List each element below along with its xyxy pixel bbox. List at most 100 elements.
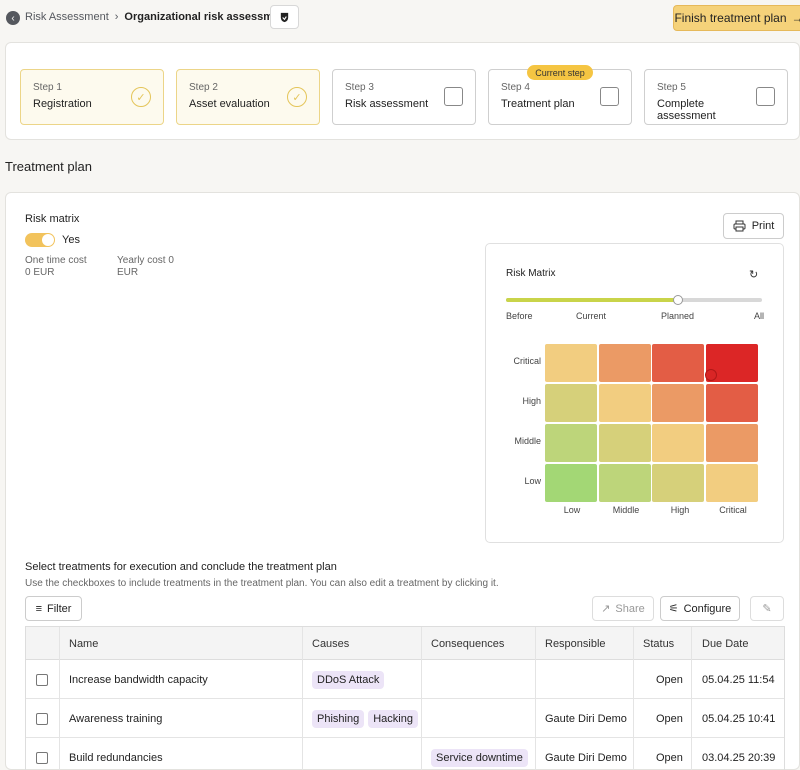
matrix-cell[interactable] xyxy=(598,464,651,502)
share-button[interactable]: ↗ Share xyxy=(592,596,654,621)
row-checkbox-cell xyxy=(36,660,48,699)
treatments-subtitle: Use the checkboxes to include treatments… xyxy=(25,578,499,589)
step-checkbox xyxy=(444,87,463,106)
step-number: Step 4 xyxy=(501,82,530,93)
slider-label-planned[interactable]: Planned xyxy=(661,311,695,321)
matrix-col-label: Low xyxy=(563,505,581,515)
cause-chip: Phishing xyxy=(312,709,365,728)
one-time-cost-label: One time cost xyxy=(25,255,87,266)
one-time-cost-value: 0 EUR xyxy=(25,267,55,278)
column-header-responsible[interactable]: Responsible xyxy=(545,638,606,650)
step-checkbox xyxy=(600,87,619,106)
step-3[interactable]: Step 3 Risk assessment xyxy=(332,69,476,125)
toggle-value: Yes xyxy=(62,234,80,246)
edit-icon: ✎ xyxy=(762,603,772,615)
back-icon[interactable]: ‹ xyxy=(6,11,20,25)
matrix-cell[interactable] xyxy=(652,464,704,502)
breadcrumb-parent[interactable]: Risk Assessment xyxy=(25,11,109,23)
matrix-row-label: Low xyxy=(524,476,541,486)
risk-matrix-label: Risk matrix xyxy=(25,213,80,225)
slider-label-current[interactable]: Current xyxy=(576,311,607,321)
due-date-cell: 03.04.25 20:39 xyxy=(702,751,776,764)
filter-label: Filter xyxy=(46,602,72,615)
configure-button[interactable]: ⚟ Configure xyxy=(660,596,740,621)
matrix-cell[interactable] xyxy=(545,384,597,422)
responsible-cell: Gaute Diri Demo xyxy=(545,751,627,764)
matrix-slider-track[interactable] xyxy=(506,298,762,302)
arrow-right-icon: → xyxy=(791,11,800,25)
status-cell: Open xyxy=(656,673,683,686)
column-header-status[interactable]: Status xyxy=(643,638,675,650)
one-time-cost: One time cost 0 EUR xyxy=(25,255,87,279)
causes-cell: DDoS Attack xyxy=(312,660,388,699)
column-header-due-date[interactable]: Due Date xyxy=(702,638,749,650)
matrix-col-label: Critical xyxy=(719,505,747,515)
matrix-cell[interactable] xyxy=(652,344,704,382)
slider-label-before[interactable]: Before xyxy=(506,311,533,321)
sliders-icon: ⚟ xyxy=(668,603,679,615)
matrix-col-label: High xyxy=(670,505,690,515)
matrix-cell[interactable] xyxy=(705,424,758,462)
treatment-name: Awareness training xyxy=(69,712,163,725)
column-header-causes[interactable]: Causes xyxy=(312,638,350,650)
print-label: Print xyxy=(751,220,775,232)
column-header-consequences[interactable]: Consequences xyxy=(431,638,505,650)
step-1[interactable]: Step 1 Registration ✓ xyxy=(20,69,164,125)
due-date-cell: 05.04.25 10:41 xyxy=(702,712,776,725)
matrix-cell[interactable] xyxy=(545,464,597,502)
share-label: Share xyxy=(615,602,645,615)
shield-icon xyxy=(280,12,289,22)
matrix-cell[interactable] xyxy=(598,424,651,462)
edit-button[interactable]: ✎ xyxy=(750,596,784,621)
step-5[interactable]: Step 5 Complete assessment xyxy=(644,69,788,125)
matrix-cell[interactable] xyxy=(652,424,704,462)
filter-icon: ≡ xyxy=(35,602,42,615)
yearly-cost-label: Yearly cost 0 xyxy=(117,255,174,266)
print-button[interactable]: Print xyxy=(723,213,784,239)
matrix-row-label: High xyxy=(522,396,541,406)
step-title: Registration xyxy=(33,98,92,110)
matrix-cell[interactable] xyxy=(545,344,597,382)
table-row[interactable]: Build redundancies Service downtime Gaut… xyxy=(26,738,784,770)
matrix-cell[interactable] xyxy=(652,384,704,422)
matrix-slider-fill xyxy=(506,298,678,302)
check-circle-icon: ✓ xyxy=(131,87,151,107)
matrix-cell[interactable] xyxy=(705,464,758,502)
refresh-icon[interactable]: ↻ xyxy=(749,269,759,281)
configure-label: Configure xyxy=(683,602,732,615)
finish-label: Finish treatment plan xyxy=(674,11,787,25)
responsible-cell: Gaute Diri Demo xyxy=(545,712,627,725)
row-checkbox[interactable] xyxy=(36,712,48,725)
breadcrumb: Risk Assessment › Organizational risk as… xyxy=(25,11,290,23)
shield-button[interactable] xyxy=(270,5,299,29)
table-row[interactable]: Awareness training Phishing Hacking Gaut… xyxy=(26,699,784,738)
row-checkbox-cell xyxy=(36,738,48,770)
matrix-cell[interactable] xyxy=(705,384,758,422)
matrix-cell[interactable] xyxy=(598,384,651,422)
printer-icon xyxy=(733,220,746,232)
finish-treatment-plan-button[interactable]: Finish treatment plan → xyxy=(673,5,800,31)
column-header-name[interactable]: Name xyxy=(69,638,99,650)
row-checkbox[interactable] xyxy=(36,751,48,764)
cause-chip: DDoS Attack xyxy=(312,670,385,689)
treatment-name: Increase bandwidth capacity xyxy=(69,673,208,686)
risk-marker[interactable] xyxy=(705,369,717,381)
treatments-table: Name Causes Consequences Responsible Sta… xyxy=(25,626,785,770)
slider-label-all[interactable]: All xyxy=(754,311,765,321)
risk-matrix-title: Risk Matrix xyxy=(506,268,556,279)
step-title: Complete assessment xyxy=(657,98,716,122)
matrix-slider-handle[interactable] xyxy=(673,295,683,305)
matrix-cell[interactable] xyxy=(545,424,597,462)
filter-button[interactable]: ≡ Filter xyxy=(25,596,82,621)
step-2[interactable]: Step 2 Asset evaluation ✓ xyxy=(176,69,320,125)
risk-matrix-toggle[interactable] xyxy=(25,233,55,247)
page-title: Treatment plan xyxy=(5,159,92,174)
row-checkbox[interactable] xyxy=(36,673,48,686)
status-cell: Open xyxy=(656,712,683,725)
treatments-title: Select treatments for execution and conc… xyxy=(25,561,337,573)
matrix-cell[interactable] xyxy=(598,344,651,382)
table-row[interactable]: Increase bandwidth capacity DDoS Attack … xyxy=(26,660,784,699)
matrix-col-label: Middle xyxy=(612,505,640,515)
row-checkbox-cell xyxy=(36,699,48,738)
step-number: Step 2 xyxy=(189,82,218,93)
